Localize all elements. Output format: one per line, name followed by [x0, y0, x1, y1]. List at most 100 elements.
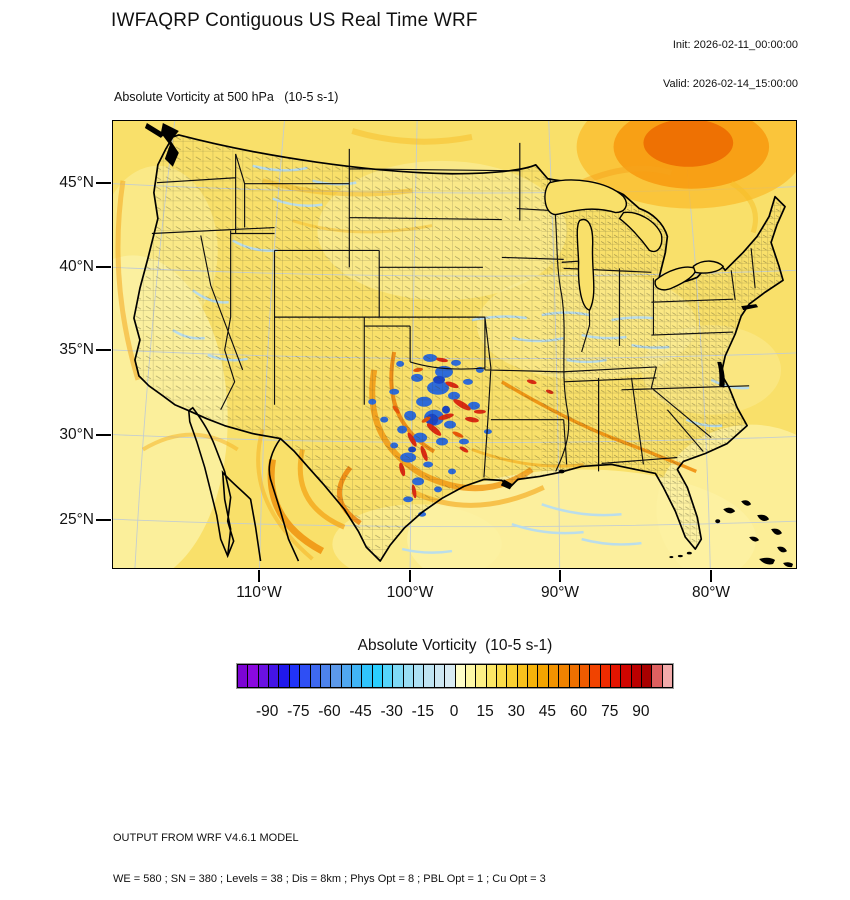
- colorbar-title: Absolute Vorticity (10-5 s-1): [357, 637, 553, 654]
- wrf-plot-page: { "header": { "title": "IWFAQRP Contiguo…: [59, 10, 798, 885]
- long-island: [741, 304, 759, 311]
- colorbar-tick-labels: -90 -75 -60 -45 -30 -15 0 15 30 45 60 75 90: [236, 703, 674, 723]
- colorbar-cell: [414, 664, 425, 688]
- lake-superior: [544, 179, 627, 216]
- colorbar-cell: [331, 664, 342, 688]
- colorbar-cell: [600, 664, 611, 688]
- lake-erie: [654, 266, 697, 291]
- colorbar-tick-label: -75: [287, 703, 310, 720]
- colorbar-cell: [424, 664, 435, 688]
- colorbar-cell: [465, 664, 477, 688]
- page-title: IWFAQRP Contiguous US Real Time WRF: [111, 10, 478, 31]
- colorbar-cell: [590, 664, 601, 688]
- lon-tick-label: 90°W: [540, 584, 580, 601]
- lon-tick-label: 110°W: [236, 584, 282, 601]
- colorbar-cell: [300, 664, 311, 688]
- colorbar-cell: [548, 664, 560, 688]
- lon-tick-mark: [409, 570, 411, 582]
- colorbar-cell: [289, 664, 301, 688]
- colorbar-cell: [320, 664, 332, 688]
- colorbar-tick-label: 15: [476, 703, 494, 720]
- footer-config-line: WE = 580 ; SN = 380 ; Levels = 38 ; Dis …: [113, 872, 546, 885]
- colorbar-cell: [496, 664, 508, 688]
- colorbar-tick-label: -60: [318, 703, 341, 720]
- colorbar-cell: [517, 664, 529, 688]
- bahamas: [715, 500, 788, 553]
- colorbar: [236, 663, 674, 689]
- colorbar-tick-label: -45: [349, 703, 372, 720]
- colorbar-tick-label: 60: [569, 703, 588, 720]
- colorbar-cell: [269, 664, 280, 688]
- field-subtitle: Absolute Vorticity at 500 hPa (10-5 s-1): [114, 90, 339, 104]
- lake-huron: [618, 211, 663, 253]
- lake-ontario: [692, 260, 725, 274]
- state-boundaries: [151, 142, 756, 478]
- lat-tick-label: 25°N: [59, 511, 94, 528]
- colorbar-cell: [351, 664, 363, 688]
- colorbar-cell: [579, 664, 591, 688]
- colorbar-cell: [610, 664, 622, 688]
- lon-tick-label: 80°W: [691, 584, 731, 601]
- puget-sound: [160, 122, 179, 167]
- vorticity-field-svg: [113, 121, 796, 568]
- lake-michigan: [576, 218, 595, 311]
- colorbar-tick-label: 30: [507, 703, 525, 720]
- colorbar-cell: [279, 664, 290, 688]
- colorbar-cell: [559, 664, 570, 688]
- lat-tick-mark: [96, 349, 111, 351]
- colorbar-cell: [258, 664, 270, 688]
- cuba-keys: [759, 557, 794, 568]
- colorbar-cell: [237, 664, 249, 688]
- lat-tick-mark: [96, 519, 111, 521]
- vancouver-island: [144, 122, 165, 138]
- colorbar-cell: [631, 664, 643, 688]
- colorbar-cell: [486, 664, 497, 688]
- colorbar-cell: [476, 664, 487, 688]
- colorbar-cell: [642, 664, 653, 688]
- mississippi-delta: [500, 479, 513, 490]
- lat-tick-label: 35°N: [59, 341, 94, 358]
- colorbar-cell: [434, 664, 446, 688]
- colorbar-cell: [621, 664, 632, 688]
- colorbar-cell: [538, 664, 549, 688]
- run-info: Init: 2026-02-11_00:00:00 Valid: 2026-02…: [663, 13, 798, 104]
- lat-tick-label: 40°N: [59, 258, 94, 275]
- colorbar-tick-label: 90: [632, 703, 650, 720]
- colorbar-cell: [455, 664, 466, 688]
- colorbar-cell: [507, 664, 518, 688]
- coastal-water-features: [144, 122, 794, 568]
- colorbar-tick-label: -15: [411, 703, 435, 720]
- colorbar-cell: [248, 664, 259, 688]
- great-lakes: [544, 179, 725, 311]
- lon-tick-mark: [258, 570, 260, 582]
- lon-tick-label: 100°W: [386, 584, 434, 601]
- colorbar-cell: [652, 664, 663, 688]
- colorbar-cell: [403, 664, 415, 688]
- colorbar-tick-label: 45: [538, 703, 557, 720]
- us-coastline-borders: [133, 134, 786, 562]
- init-time-label: Init: 2026-02-11_00:00:00: [672, 39, 798, 51]
- lat-tick-mark: [96, 266, 111, 268]
- model-footer: OUTPUT FROM WRF V4.6.1 MODEL WE = 580 ; …: [113, 805, 546, 900]
- lat-tick-mark: [96, 182, 111, 184]
- mexico-coastline: [187, 406, 300, 562]
- colorbar-cell: [445, 664, 456, 688]
- lat-tick-label: 45°N: [59, 174, 94, 191]
- colorbar-cell: [662, 664, 674, 688]
- colorbar-cell: [393, 664, 404, 688]
- lon-tick-mark: [710, 570, 712, 582]
- colorbar-cell: [383, 664, 394, 688]
- footer-model-line: OUTPUT FROM WRF V4.6.1 MODEL: [113, 832, 299, 844]
- colorbar-tick-label: -90: [255, 703, 279, 720]
- colorbar-cell: [528, 664, 539, 688]
- colorbar-tick-label: 75: [601, 703, 619, 720]
- lat-tick-label: 30°N: [59, 426, 94, 443]
- colorbar-cell: [569, 664, 580, 688]
- colorbar-cell: [372, 664, 384, 688]
- colorbar-cell: [341, 664, 352, 688]
- colorbar-cell: [362, 664, 373, 688]
- colorbar-tick-label: -30: [380, 703, 403, 720]
- lat-tick-mark: [96, 434, 111, 436]
- valid-time-label: Valid: 2026-02-14_15:00:00: [663, 78, 798, 90]
- colorbar-tick-label: 0: [449, 703, 459, 720]
